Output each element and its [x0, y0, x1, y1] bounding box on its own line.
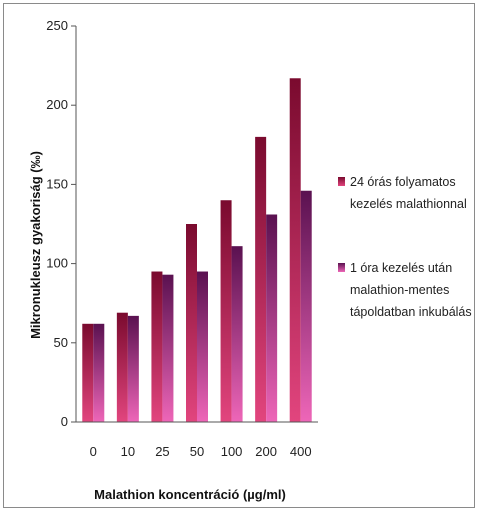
legend-swatch-series2 — [338, 263, 345, 272]
bars — [82, 78, 312, 422]
legend-label-series1: 24 órás folyamatos — [350, 175, 456, 189]
bar-series1-10 — [116, 312, 128, 422]
legend-label-series1: kezelés malathionnal — [350, 197, 467, 211]
legend-swatch-series1 — [338, 177, 345, 186]
bar-series2-25 — [162, 274, 174, 422]
legend: 24 órás folyamatos kezelés malathionnal 1 … — [338, 175, 472, 319]
y-axis-ticks: 0 50 100 150 200 250 — [46, 18, 76, 429]
bar-series1-25 — [151, 271, 163, 422]
chart-frame — [3, 3, 475, 508]
bar-series1-0 — [82, 323, 94, 422]
bar-series1-400 — [289, 78, 301, 422]
x-tick-label: 25 — [155, 444, 169, 459]
bar-series2-400 — [300, 190, 312, 422]
bar-series2-10 — [127, 315, 139, 422]
x-axis-ticks: 0 10 25 50 100 200 400 — [90, 444, 312, 459]
bar-series1-100 — [220, 200, 232, 422]
y-tick-label: 200 — [46, 97, 68, 112]
y-tick-label: 0 — [61, 414, 68, 429]
bar-series1-50 — [186, 224, 197, 422]
legend-label-series2: 1 óra kezelés után — [350, 261, 452, 275]
x-tick-label: 0 — [90, 444, 97, 459]
bar-series2-0 — [93, 323, 105, 422]
bar-series2-200 — [266, 214, 278, 422]
x-tick-label: 50 — [190, 444, 204, 459]
x-tick-label: 200 — [255, 444, 277, 459]
y-tick-label: 250 — [46, 18, 68, 33]
legend-label-series2: tápoldatban inkubálás — [350, 305, 472, 319]
x-tick-label: 100 — [221, 444, 243, 459]
y-tick-label: 150 — [46, 176, 68, 191]
y-tick-label: 50 — [54, 335, 68, 350]
bar-series1-200 — [255, 136, 267, 422]
y-tick-label: 100 — [46, 256, 68, 271]
x-tick-label: 400 — [290, 444, 312, 459]
bar-series2-100 — [231, 246, 243, 422]
x-tick-label: 10 — [121, 444, 135, 459]
x-axis-title: Malathion koncentráció (µg/ml) — [94, 487, 286, 502]
y-axis-title: Mikronukleusz gyakoriság (‰) — [28, 151, 43, 339]
bar-series2-50 — [197, 271, 208, 422]
legend-label-series2: malathion-mentes — [350, 283, 449, 297]
